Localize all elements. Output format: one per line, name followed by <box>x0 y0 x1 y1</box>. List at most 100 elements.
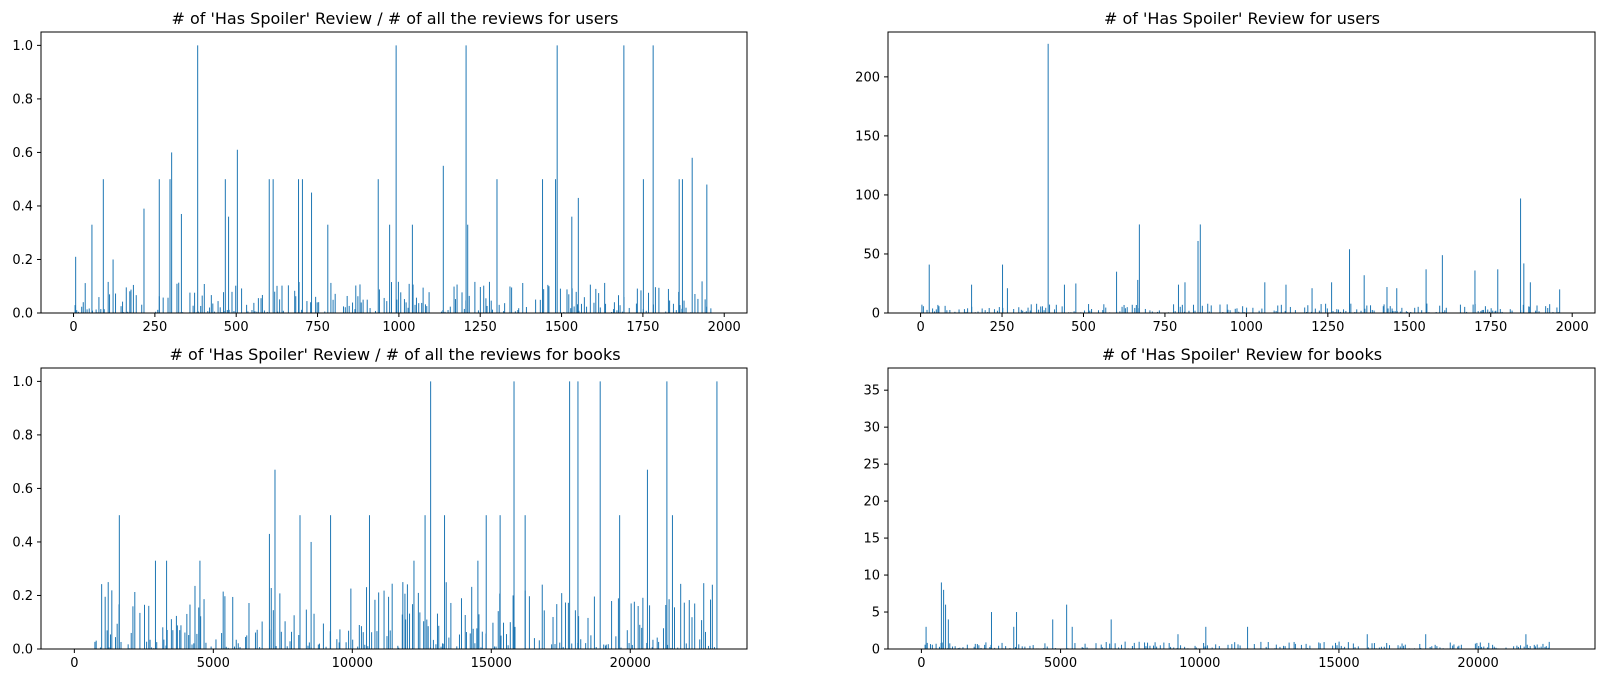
bar <box>176 283 178 313</box>
bar <box>543 610 545 649</box>
bar <box>406 584 408 649</box>
x-tick-label: 250 <box>142 320 167 335</box>
bar <box>91 224 93 313</box>
bar <box>589 284 591 313</box>
bar <box>346 295 348 313</box>
bar <box>1492 644 1494 649</box>
y-tick-label: 0.8 <box>12 428 33 443</box>
bar <box>221 633 223 649</box>
bar <box>156 642 158 649</box>
bar <box>675 310 677 313</box>
bar <box>224 179 226 313</box>
bar <box>317 644 319 649</box>
bar <box>442 165 444 313</box>
bar <box>120 306 122 313</box>
bar <box>1047 43 1049 314</box>
bar <box>935 309 937 313</box>
bar <box>554 644 556 649</box>
x-tick-label: 10000 <box>1179 656 1220 671</box>
bar <box>122 301 124 313</box>
bar <box>162 627 164 649</box>
bar <box>1483 646 1485 649</box>
bar <box>490 300 492 313</box>
bar <box>667 644 669 649</box>
bar <box>1022 310 1024 313</box>
bar <box>1404 644 1406 649</box>
bar <box>217 301 219 313</box>
bar <box>1396 288 1398 313</box>
x-tick-label: 0 <box>70 656 78 671</box>
bar <box>1366 305 1368 313</box>
bar <box>1476 642 1478 649</box>
bar <box>1199 224 1201 313</box>
bar <box>710 308 712 313</box>
bar <box>256 311 258 313</box>
bar <box>1052 619 1054 649</box>
bar <box>465 632 467 649</box>
bar <box>499 515 501 649</box>
bar <box>342 306 344 313</box>
bar <box>701 281 703 313</box>
bar <box>186 613 188 649</box>
bar <box>1279 646 1281 649</box>
bar <box>1363 275 1365 313</box>
bar <box>1513 646 1515 649</box>
bar <box>1488 311 1490 313</box>
bar <box>1534 646 1536 649</box>
bar <box>973 646 975 649</box>
bar <box>247 311 249 313</box>
bar <box>595 647 597 649</box>
bar <box>1459 304 1461 313</box>
bar <box>500 635 502 649</box>
bar <box>619 515 621 649</box>
bar <box>967 308 969 313</box>
bar <box>397 645 399 649</box>
bar <box>1410 311 1412 313</box>
bar <box>214 311 216 313</box>
x-axis: 0 250 500 750 1000 1250 1500 1750 2000 <box>916 313 1589 335</box>
bar <box>678 179 680 313</box>
bar <box>477 560 479 649</box>
bar <box>400 292 402 313</box>
bar <box>1478 646 1480 649</box>
bar <box>989 647 991 649</box>
bar <box>409 613 411 649</box>
bar <box>1177 284 1179 313</box>
bar <box>254 632 256 649</box>
bar <box>411 224 413 313</box>
bar <box>1218 646 1220 649</box>
bar <box>593 302 595 313</box>
bar <box>1100 644 1102 649</box>
bar <box>480 647 482 649</box>
bar <box>623 45 625 313</box>
bar <box>573 306 575 313</box>
bar <box>583 297 585 313</box>
bar <box>298 635 300 649</box>
y-tick-label: 10 <box>863 569 880 584</box>
bar <box>407 307 409 313</box>
bar <box>513 381 515 649</box>
bar <box>350 588 352 649</box>
y-tick-label: 20 <box>863 495 880 510</box>
bar <box>1294 310 1296 313</box>
bar <box>1029 310 1031 313</box>
bar <box>1319 643 1321 649</box>
bar <box>1357 646 1359 649</box>
x-tick-label: 500 <box>1071 320 1096 335</box>
bar <box>197 45 199 313</box>
bar <box>1177 634 1179 649</box>
bar <box>1442 311 1444 313</box>
bar <box>275 646 277 649</box>
bar <box>954 311 956 313</box>
bar <box>962 647 964 649</box>
bar <box>578 616 580 649</box>
bar <box>448 637 450 649</box>
x-tick-label: 5000 <box>1044 656 1077 671</box>
bar <box>1556 307 1558 313</box>
bar <box>1277 305 1279 313</box>
bar <box>1088 304 1090 313</box>
bar <box>424 304 426 313</box>
bar <box>483 285 485 313</box>
bar <box>1405 311 1407 313</box>
bar <box>665 604 667 649</box>
